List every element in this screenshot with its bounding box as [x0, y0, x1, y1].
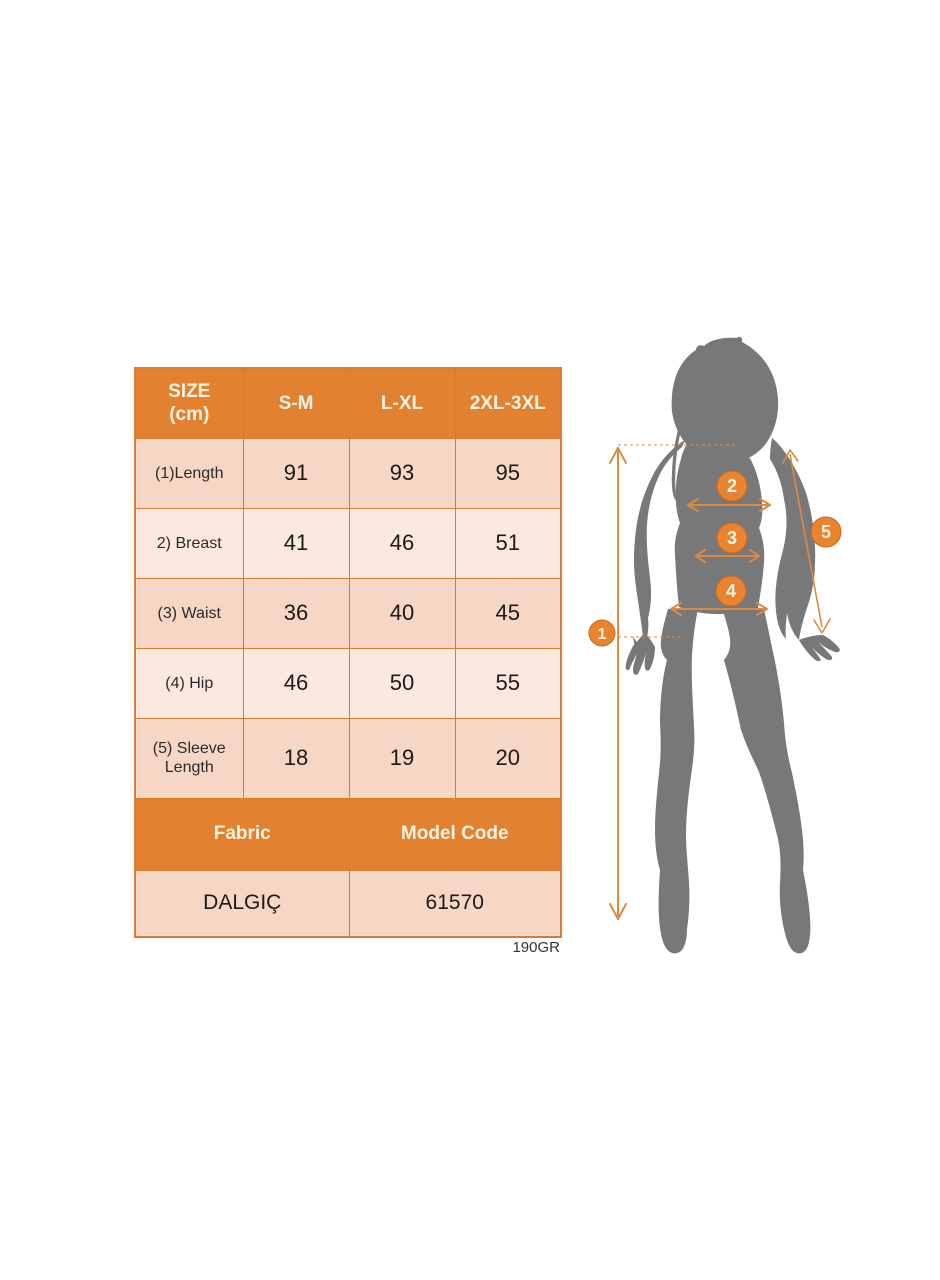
svg-text:2: 2 — [727, 476, 737, 496]
svg-text:5: 5 — [821, 522, 831, 542]
svg-text:3: 3 — [727, 528, 737, 548]
svg-text:1: 1 — [598, 626, 607, 643]
svg-text:4: 4 — [726, 581, 736, 601]
